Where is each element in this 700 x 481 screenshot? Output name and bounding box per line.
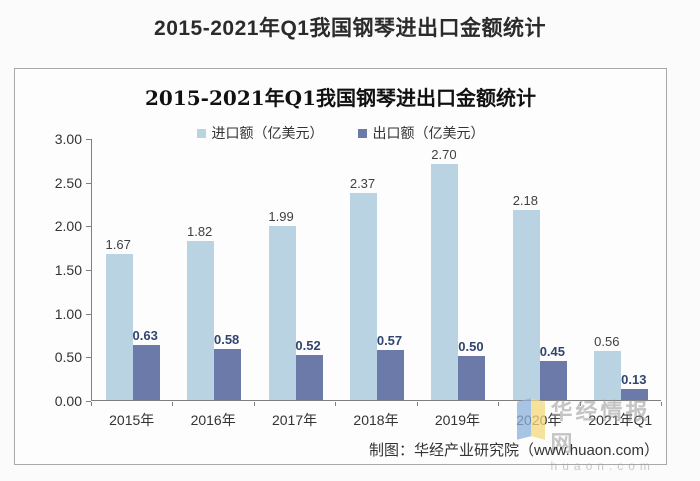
page-title: 2015-2021年Q1我国钢琴进出口金额统计 — [154, 17, 546, 40]
bar-import — [187, 241, 215, 400]
watermark-text: 华经情报网 huaon.com — [551, 394, 666, 473]
x-axis-label: 2019年 — [434, 412, 480, 428]
bar-import — [594, 351, 622, 400]
bar-import — [431, 164, 459, 400]
bar-value-label: 0.63 — [132, 327, 158, 343]
y-axis-tick-label: 2.50 — [54, 174, 82, 191]
x-axis-tick — [498, 402, 500, 406]
bar-import — [105, 254, 133, 400]
x-axis-tick — [172, 402, 174, 406]
y-axis-tick-label: 1.00 — [54, 305, 82, 322]
bar-export — [295, 354, 323, 400]
x-axis-tick — [253, 402, 255, 406]
y-axis-tick — [86, 401, 91, 402]
bar-export — [539, 360, 567, 400]
y-axis-tick-label: 1.50 — [54, 262, 82, 278]
bar-value-label: 0.45 — [539, 343, 565, 359]
legend: 进口额（亿美元） 出口额（亿美元） — [15, 123, 666, 143]
bar-import — [512, 209, 540, 400]
footer-credit: 制图：华经产业研究院（www.huaon.com） — [368, 442, 659, 459]
y-axis-tick — [86, 313, 91, 315]
chart-panel: 2015-2021年Q1我国钢琴进出口金额统计 进口额（亿美元） 出口额（亿美元… — [14, 68, 667, 473]
y-axis-tick — [86, 270, 91, 271]
y-axis-tick-label: 2.00 — [54, 218, 82, 235]
import-swatch-icon — [196, 128, 206, 138]
y-axis-tick — [86, 182, 91, 184]
export-swatch-icon — [357, 128, 367, 138]
x-axis-label: 2020年 — [516, 412, 562, 428]
bar-export — [621, 388, 649, 400]
bar-import — [350, 193, 377, 400]
x-axis-label: 2017年 — [271, 412, 318, 428]
x-axis-tick — [661, 402, 662, 406]
bar-export — [377, 350, 404, 400]
x-axis-tick — [335, 402, 337, 406]
legend-label-export: 出口额（亿美元） — [372, 125, 485, 141]
x-axis-tick — [416, 402, 418, 406]
bar-value-label: 0.58 — [213, 332, 240, 348]
bar-value-label: 0.52 — [295, 337, 321, 353]
bar-value-label: 0.13 — [621, 371, 647, 387]
plot-area — [91, 139, 661, 401]
bar-value-label: 0.56 — [594, 334, 620, 350]
legend-item-export: 出口额（亿美元） — [357, 123, 485, 143]
chart-title: 2015-2021年Q1我国钢琴进出口金额统计 — [145, 86, 536, 110]
bar-value-label: 2.70 — [431, 147, 457, 163]
bar-value-label: 1.67 — [105, 237, 131, 253]
y-axis-tick — [86, 357, 91, 359]
bar-value-label: 1.82 — [186, 224, 213, 240]
y-axis-tick-label: 0.50 — [54, 349, 82, 366]
bar-export — [132, 344, 160, 400]
watermark-domain: huaon.com — [550, 459, 655, 473]
bar-value-label: 1.99 — [268, 209, 294, 225]
bar-value-label: 2.18 — [512, 192, 538, 208]
x-axis-tick — [91, 402, 92, 406]
x-axis-label: 2018年 — [353, 412, 399, 428]
y-axis-tick — [86, 139, 91, 140]
x-axis-label: 2016年 — [190, 412, 236, 428]
legend-label-import: 进口额（亿美元） — [211, 125, 324, 141]
bar-import — [268, 226, 296, 400]
y-axis-tick-label: 0.00 — [54, 393, 82, 409]
x-axis-label: 2015年 — [109, 412, 155, 428]
x-axis-tick — [579, 402, 581, 406]
bar-value-label: 0.57 — [376, 333, 403, 349]
bar-value-label: 2.37 — [349, 176, 376, 192]
bar-export — [458, 356, 486, 400]
bar-value-label: 0.50 — [458, 339, 484, 355]
bar-export — [214, 349, 242, 400]
y-axis-tick-label: 3.00 — [54, 131, 82, 147]
watermark: 华经情报网 huaon.com — [515, 394, 666, 473]
y-axis-tick — [86, 226, 91, 228]
x-axis-label: 2021年Q1 — [588, 412, 653, 428]
legend-item-import: 进口额（亿美元） — [196, 123, 324, 143]
